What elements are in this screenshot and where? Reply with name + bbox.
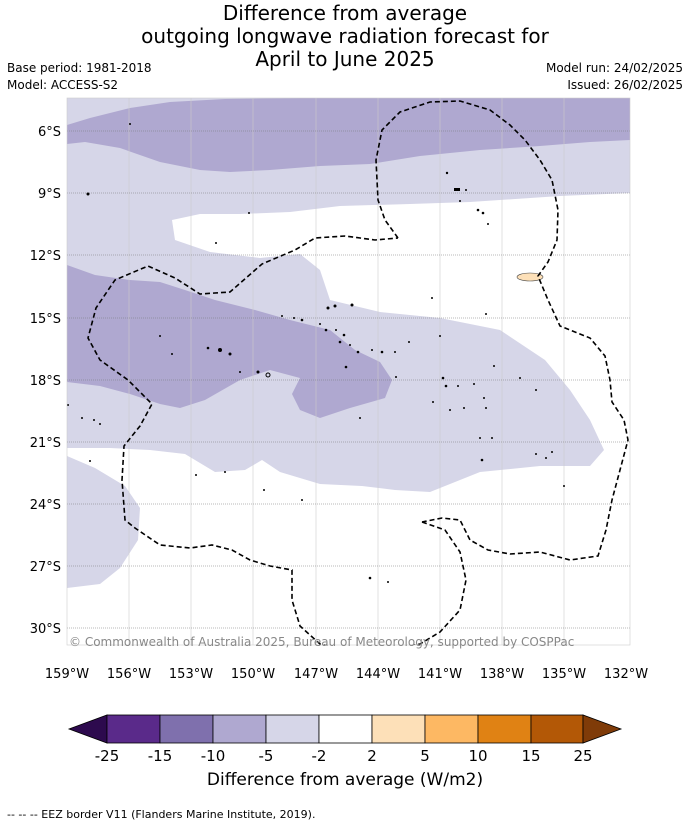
eez-legend-note: -- -- -- EEZ border V11 (Flanders Marine… — [7, 808, 316, 821]
colorbar-tick-1: -25 — [95, 747, 120, 765]
title-line-2: outgoing longwave radiation forecast for — [141, 24, 549, 48]
title-line-3: April to June 2025 — [255, 47, 435, 71]
colorbar-segment-4 — [265, 714, 320, 744]
colorbar-tick-10: 25 — [573, 747, 592, 765]
lat-label-15s: 15°S — [30, 312, 61, 327]
colorbar-under-arrow — [67, 714, 108, 744]
lon-label-147w: 147°W — [294, 667, 338, 682]
colorbar-tick-4: -5 — [259, 747, 274, 765]
lon-label-138w: 138°W — [480, 667, 524, 682]
colorbar-segment-5 — [318, 714, 373, 744]
title-line-1: Difference from average — [222, 1, 468, 25]
colorbar-segment-2 — [159, 714, 214, 744]
colorbar-segment-3 — [212, 714, 267, 744]
lat-label-30s: 30°S — [30, 622, 61, 637]
lon-label-156w: 156°W — [107, 667, 151, 682]
colorbar-over-arrow — [582, 714, 623, 744]
copyright-notice: © Commonwealth of Australia 2025, Bureau… — [69, 635, 574, 649]
model-name: Model: ACCESS-S2 — [7, 78, 119, 92]
colorbar-tick-8: 10 — [468, 747, 487, 765]
lat-label-6s: 6°S — [38, 125, 61, 140]
lat-label-21s: 21°S — [30, 436, 61, 451]
colorbar-tick-2: -15 — [148, 747, 173, 765]
colorbar-tick-9: 15 — [521, 747, 540, 765]
anomaly-region-light-2 — [67, 456, 140, 588]
lat-label-12s: 12°S — [30, 249, 61, 264]
colorbar-segment-8 — [477, 714, 532, 744]
lon-label-159w: 159°W — [45, 667, 89, 682]
colorbar: -25 -15 -10 -5 -2 2 5 10 15 25 — [67, 714, 623, 765]
colorbar-segment-9 — [530, 714, 584, 744]
islands — [67, 123, 565, 583]
lat-label-18s: 18°S — [30, 374, 61, 389]
model-run: Model run: 24/02/2025 — [545, 61, 683, 75]
lon-label-144w: 144°W — [356, 667, 400, 682]
colorbar-tick-7: 5 — [420, 747, 430, 765]
issued-date: Issued: 26/02/2025 — [567, 78, 683, 92]
lon-label-132w: 132°W — [604, 667, 648, 682]
positive-anomaly-patch — [516, 272, 544, 282]
gridlines — [67, 98, 630, 645]
lat-label-24s: 24°S — [30, 498, 61, 513]
lon-label-135w: 135°W — [542, 667, 586, 682]
colorbar-tick-6: 2 — [367, 747, 377, 765]
lat-label-27s: 27°S — [30, 560, 61, 575]
lon-label-153w: 153°W — [169, 667, 213, 682]
eez-border — [87, 100, 629, 645]
colorbar-title: Difference from average (W/m2) — [206, 770, 484, 790]
base-period: Base period: 1981-2018 — [7, 61, 152, 75]
colorbar-segment-7 — [424, 714, 479, 744]
anomaly-field — [67, 98, 630, 645]
plot-frame — [66, 97, 631, 646]
lon-label-141w: 141°W — [418, 667, 462, 682]
colorbar-segment-1 — [106, 714, 161, 744]
colorbar-tick-5: -2 — [312, 747, 327, 765]
lat-label-9s: 9°S — [38, 187, 61, 202]
colorbar-tick-3: -10 — [201, 747, 226, 765]
lon-label-150w: 150°W — [231, 667, 275, 682]
colorbar-segment-6 — [371, 714, 426, 744]
anomaly-region-mid-south — [67, 265, 392, 418]
forecast-map: © Commonwealth of Australia 2025, Bureau… — [30, 97, 648, 765]
anomaly-region-mid-north — [67, 98, 630, 172]
